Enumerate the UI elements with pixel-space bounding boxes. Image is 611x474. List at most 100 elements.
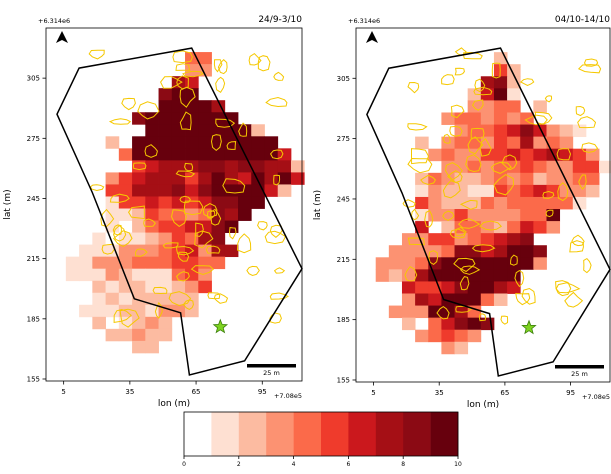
- contour-line: [470, 127, 485, 139]
- heatmap-cell: [559, 196, 574, 210]
- contour-line: [179, 111, 192, 131]
- contour-line: [170, 209, 187, 228]
- heatmap-cell: [264, 136, 279, 149]
- heatmap-cell: [277, 160, 292, 173]
- heatmap-cell: [507, 221, 521, 234]
- contour-line: [404, 266, 418, 282]
- heatmap-cell: [401, 281, 416, 294]
- heatmap-cell: [507, 196, 521, 210]
- heatmap-cell: [467, 329, 482, 343]
- contour-line: [583, 58, 599, 67]
- heatmap-cell: [118, 244, 133, 258]
- heatmap-cell: [507, 245, 521, 258]
- heatmap-cell: [211, 256, 226, 270]
- heatmap-cell: [211, 112, 226, 125]
- heatmap-cell: [185, 88, 199, 101]
- contour-line: [162, 242, 179, 249]
- heatmap-cell: [559, 136, 574, 150]
- contour-line: [144, 144, 158, 158]
- heatmap-cell: [546, 136, 561, 150]
- contour-line: [175, 170, 196, 178]
- heatmap-cell: [493, 88, 508, 101]
- heatmap-cell: [251, 148, 265, 161]
- heatmap-cell: [441, 221, 455, 234]
- heatmap-cell: [118, 148, 133, 161]
- heatmap-cell: [132, 196, 146, 209]
- contour-line: [411, 148, 430, 165]
- heatmap-cell: [533, 136, 547, 150]
- heatmap-cell: [105, 256, 120, 270]
- y-tick-label: 305: [337, 75, 350, 83]
- contour-line: [128, 205, 145, 220]
- heatmap-cell: [507, 148, 521, 162]
- heatmap-cell: [454, 148, 469, 162]
- contour-line: [471, 244, 496, 253]
- contour-line: [273, 71, 285, 81]
- scale-bar: [247, 364, 296, 368]
- heatmap-cell: [454, 329, 469, 343]
- heatmap-cell: [158, 268, 173, 282]
- north-arrow-icon: [56, 31, 68, 43]
- heatmap-cell: [546, 209, 561, 222]
- colorbar-swatch: [293, 412, 322, 456]
- contour-line: [583, 257, 592, 274]
- contour-line: [407, 157, 433, 174]
- heatmap-cell: [493, 209, 508, 222]
- heatmap-cell: [251, 160, 265, 173]
- heatmap-cell: [118, 292, 133, 306]
- heatmap-cell: [105, 328, 120, 342]
- heatmap-cell: [493, 64, 508, 77]
- contour-line: [182, 70, 204, 78]
- heatmap-cell: [211, 160, 226, 173]
- heatmap-cell: [428, 209, 442, 222]
- heatmap-cell: [480, 293, 495, 306]
- heatmap-cell: [480, 100, 495, 113]
- heatmap-cell: [105, 172, 120, 185]
- scale-bar-label: 25 m: [263, 369, 280, 377]
- contour-line: [577, 116, 597, 129]
- heatmap-cell: [132, 256, 146, 270]
- heatmap-cell: [415, 257, 429, 270]
- heatmap-cell: [480, 196, 495, 210]
- contour-line: [264, 230, 287, 245]
- heatmap-cell: [238, 184, 252, 197]
- heatmap-cell: [224, 208, 239, 221]
- contour-line: [474, 78, 486, 93]
- y-tick-label: 215: [27, 255, 40, 263]
- heatmap-cell: [480, 257, 495, 270]
- heatmap-cell: [118, 328, 133, 342]
- heatmap-cell: [441, 317, 455, 331]
- y-axis-label: lat (m): [3, 189, 13, 219]
- heatmap-cell: [401, 269, 416, 282]
- contour-line: [238, 122, 248, 137]
- north-arrow-icon: [366, 31, 378, 43]
- heatmap-cell: [572, 160, 587, 174]
- contour-line: [113, 308, 132, 323]
- y-tick-label: 245: [27, 195, 40, 203]
- heatmap-cell: [388, 257, 403, 270]
- heatmap-cell: [211, 172, 226, 185]
- heatmap-cell: [375, 257, 390, 270]
- heatmap-cell: [132, 160, 146, 173]
- heatmap-cell: [171, 112, 186, 125]
- heatmap-cell: [493, 148, 508, 162]
- green-star-icon: [521, 319, 537, 335]
- heatmap-cell: [493, 281, 508, 294]
- x-tick-label: 35: [125, 388, 134, 396]
- heatmap-cell: [467, 112, 482, 125]
- contour-line: [402, 199, 416, 208]
- heatmap-cell: [585, 184, 600, 198]
- heatmap-cell: [92, 316, 106, 330]
- heatmap-cell: [79, 268, 93, 282]
- contour-line: [137, 101, 160, 120]
- contour-line: [121, 97, 136, 111]
- heatmap-cell: [132, 232, 146, 246]
- heatmap-cell: [224, 244, 239, 258]
- heatmap-cell: [198, 160, 212, 173]
- heatmap-cell: [198, 112, 212, 125]
- heatmap-cell: [224, 160, 239, 173]
- heatmap-cell: [585, 160, 600, 174]
- heatmap-cell: [546, 124, 561, 138]
- heatmap-cell: [415, 221, 429, 234]
- heatmap-cell: [132, 280, 146, 294]
